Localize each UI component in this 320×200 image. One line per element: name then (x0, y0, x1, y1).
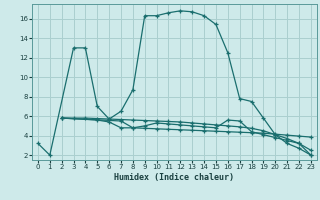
X-axis label: Humidex (Indice chaleur): Humidex (Indice chaleur) (115, 173, 234, 182)
